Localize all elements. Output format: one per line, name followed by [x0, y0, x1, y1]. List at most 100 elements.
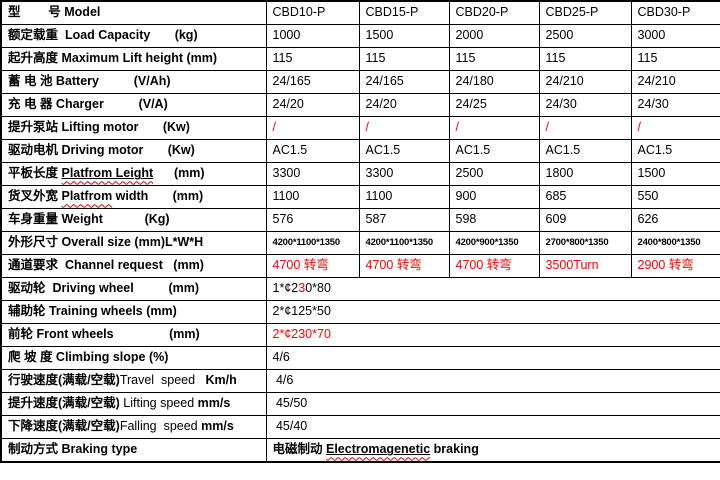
value-cell: 115: [358, 47, 450, 71]
label-text: 制动方式 Braking type: [8, 442, 138, 457]
value-cell: /: [448, 116, 540, 140]
value-cell: 1800: [538, 162, 632, 186]
value-cell: 2400*800*1350: [630, 231, 720, 255]
spec-row: 提升速度(满载/空载) Lifting speed mm/s 45/50: [0, 392, 720, 416]
row-label: 驱动轮 Driving wheel (mm): [0, 277, 267, 301]
spec-row: 辅助轮 Training wheels (mm) 2*¢125*50: [0, 300, 720, 324]
value-cell: 4700 转弯: [358, 254, 450, 278]
misspelled-underlined-text: Platfrom Leight: [61, 166, 153, 180]
value-cell: 4200*1100*1350: [358, 231, 450, 255]
label-text: width (mm): [112, 189, 204, 204]
value-cell: 24/165: [265, 70, 360, 94]
label-text: 蓄 电 池 Battery (V/Ah): [8, 74, 171, 89]
spec-row: 平板长度 Platfrom Leight (mm) 3300 3300 2500 180…: [0, 162, 720, 186]
value-cell: 24/30: [630, 93, 720, 117]
spec-row: 制动方式 Braking type 电磁制动 Electromagenetic b…: [0, 438, 720, 463]
spec-row: 外形尺寸 Overall size (mm)L*W*H 4200*1100*135…: [0, 231, 720, 255]
value-cell: 576: [265, 208, 360, 232]
value-cell: 2500: [448, 162, 540, 186]
value-cell: 3300: [265, 162, 360, 186]
value-cell: 24/20: [358, 93, 450, 117]
spec-row: 爬 坡 度 Climbing slope (%) 4/6: [0, 346, 720, 370]
label-text: braking: [430, 442, 479, 457]
value-cell: 1*¢230*80: [265, 277, 720, 301]
row-label: 驱动电机 Driving motor (Kw): [0, 139, 267, 163]
value-cell: AC1.5: [538, 139, 632, 163]
label-text: 起升高度 Maximum Lift height (mm): [8, 51, 218, 66]
label-text: 充 电 器 Charger (V/A): [8, 97, 168, 112]
spec-row: 提升泵站 Lifting motor (Kw) / / / / /: [0, 116, 720, 140]
value-cell: AC1.5: [358, 139, 450, 163]
row-label: 平板长度 Platfrom Leight (mm): [0, 162, 267, 186]
row-label: 外形尺寸 Overall size (mm)L*W*H: [0, 231, 267, 255]
value-cell: /: [265, 116, 360, 140]
spec-row: 车身重量 Weight (Kg) 576 587 598 609 626: [0, 208, 720, 232]
label-text: 外形尺寸 Overall size (mm)L*W*H: [8, 235, 204, 250]
row-label: 货叉外宽 Platfrom width (mm): [0, 185, 267, 209]
value-cell: CBD10-P: [265, 0, 360, 25]
spec-row: 充 电 器 Charger (V/A) 24/20 24/20 24/25 24/30 2…: [0, 93, 720, 117]
spec-table-body: 型 号 Model CBD10-P CBD15-P CBD20-P CBD25-P CBD…: [0, 0, 720, 463]
spec-row: 行驶速度(满载/空载)Travel speed Km/h 4/6: [0, 369, 720, 393]
value-cell: 24/165: [358, 70, 450, 94]
misspelled-underlined-text: Electromagenetic: [326, 442, 430, 456]
value-cell: 2*¢125*50: [265, 300, 720, 324]
label-text: 额定载重 Load Capacity (kg): [8, 28, 198, 43]
spec-row: 下降速度(满载/空载)Falling speed mm/s 45/40: [0, 415, 720, 439]
spec-row: 额定载重 Load Capacity (kg) 1000 1500 2000 2500 3…: [0, 24, 720, 48]
value-cell: 1500: [358, 24, 450, 48]
value-cell: 1100: [358, 185, 450, 209]
value-cell: CBD25-P: [538, 0, 632, 25]
spec-row: 起升高度 Maximum Lift height (mm) 115 115 115 11…: [0, 47, 720, 71]
label-text: 型 号 Model: [8, 5, 101, 20]
label-text: mm/s: [201, 419, 234, 434]
label-text: 驱动电机 Driving motor (Kw): [8, 143, 195, 158]
label-text: 驱动轮 Driving wheel (mm): [8, 281, 199, 296]
row-label: 型 号 Model: [0, 0, 267, 25]
row-label: 额定载重 Load Capacity (kg): [0, 24, 267, 48]
label-text: 货叉外宽: [8, 189, 62, 204]
value-cell: 2700*800*1350: [538, 231, 632, 255]
row-label: 下降速度(满载/空载)Falling speed mm/s: [0, 415, 267, 439]
spec-row: 蓄 电 池 Battery (V/Ah) 24/165 24/165 24/180 24…: [0, 70, 720, 94]
label-text: 提升速度(满载/空载): [8, 396, 124, 411]
value-cell: 550: [630, 185, 720, 209]
label-text: 提升泵站 Lifting motor (Kw): [8, 120, 190, 135]
row-label: 前轮 Front wheels (mm): [0, 323, 267, 347]
label-text: 爬 坡 度 Climbing slope (%): [8, 350, 169, 365]
spec-row: 货叉外宽 Platfrom width (mm) 1100 1100 900 685 55…: [0, 185, 720, 209]
value-cell: 24/210: [630, 70, 720, 94]
value-cell: 609: [538, 208, 632, 232]
value-cell: 900: [448, 185, 540, 209]
spec-row: 驱动轮 Driving wheel (mm) 1*¢230*80: [0, 277, 720, 301]
spellcheck-wavy-text: Platfrom Leight: [61, 166, 154, 181]
value-cell: 45/40: [265, 415, 720, 439]
value-cell: 24/20: [265, 93, 360, 117]
value-cell: /: [538, 116, 632, 140]
row-label: 辅助轮 Training wheels (mm): [0, 300, 267, 324]
spec-row: 通道要求 Channel request (mm) 4700 转弯 4700 转弯 4…: [0, 254, 720, 278]
value-cell: 2900 转弯: [630, 254, 720, 278]
value-cell: 626: [630, 208, 720, 232]
label-text: 行驶速度(满载/空载): [8, 373, 120, 388]
value-cell: AC1.5: [630, 139, 720, 163]
value-cell: 24/180: [448, 70, 540, 94]
value-cell: 2500: [538, 24, 632, 48]
row-label: 行驶速度(满载/空载)Travel speed Km/h: [0, 369, 267, 393]
row-label: 爬 坡 度 Climbing slope (%): [0, 346, 267, 370]
spec-row: 型 号 Model CBD10-P CBD15-P CBD20-P CBD25-P CBD…: [0, 0, 720, 25]
label-text: 电磁制动: [272, 442, 326, 457]
label-text: 下降速度(满载/空载): [8, 419, 120, 434]
label-text: Travel speed: [119, 373, 196, 388]
value-cell: 685: [538, 185, 632, 209]
value-cell: 3500Turn: [538, 254, 632, 278]
value-cell: 4700 转弯: [448, 254, 540, 278]
row-label: 制动方式 Braking type: [0, 438, 267, 463]
highlight-red-text: 3: [298, 281, 306, 296]
value-cell: 24/30: [538, 93, 632, 117]
row-label: 提升速度(满载/空载) Lifting speed mm/s: [0, 392, 267, 416]
label-text: Km/h: [195, 373, 237, 388]
value-cell: 24/25: [448, 93, 540, 117]
label-text: 通道要求 Channel request (mm): [8, 258, 204, 273]
spellcheck-wavy-text: Electromagenetic: [325, 442, 431, 457]
